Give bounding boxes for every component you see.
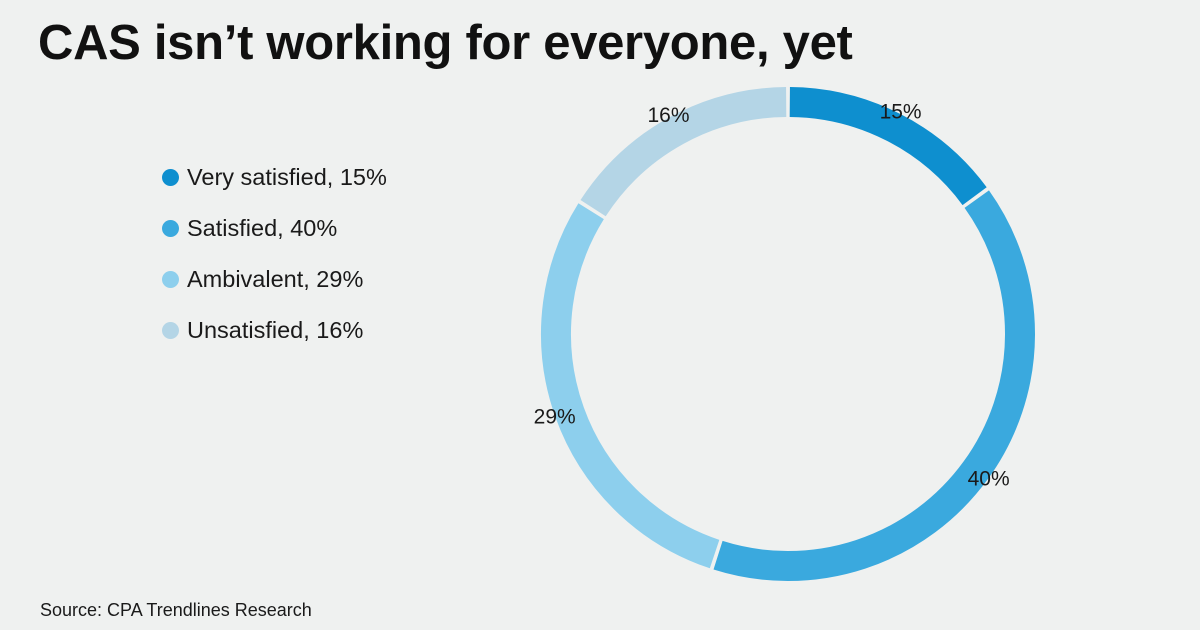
- data-label-very-satisfied: 15%: [880, 101, 922, 124]
- legend-item-unsatisfied: Unsatisfied, 16%: [162, 305, 387, 356]
- legend-swatch-unsatisfied: [162, 322, 179, 339]
- chart-title: CAS isn’t working for everyone, yet: [38, 16, 853, 70]
- legend-label-satisfied: Satisfied, 40%: [187, 215, 338, 241]
- legend-item-satisfied: Satisfied, 40%: [162, 203, 387, 254]
- legend-swatch-ambivalent: [162, 271, 179, 288]
- donut-slice-unsatisfied: [580, 87, 787, 217]
- legend-label-very-satisfied: Very satisfied, 15%: [187, 164, 387, 190]
- source-note: Source: CPA Trendlines Research: [40, 600, 312, 620]
- legend-item-very-satisfied: Very satisfied, 15%: [162, 152, 387, 203]
- legend-swatch-satisfied: [162, 220, 179, 237]
- donut-slice-satisfied: [713, 190, 1035, 581]
- legend-label-unsatisfied: Unsatisfied, 16%: [187, 317, 364, 343]
- data-label-satisfied: 40%: [968, 467, 1010, 490]
- data-label-ambivalent: 29%: [534, 406, 576, 429]
- legend-swatch-very-satisfied: [162, 169, 179, 186]
- donut-slice-ambivalent: [541, 203, 720, 569]
- chart-legend: Very satisfied, 15% Satisfied, 40% Ambiv…: [162, 152, 387, 356]
- legend-label-ambivalent: Ambivalent, 29%: [187, 266, 364, 292]
- legend-item-ambivalent: Ambivalent, 29%: [162, 254, 387, 305]
- data-label-unsatisfied: 16%: [648, 104, 690, 127]
- donut-slice-very-satisfied: [789, 87, 987, 206]
